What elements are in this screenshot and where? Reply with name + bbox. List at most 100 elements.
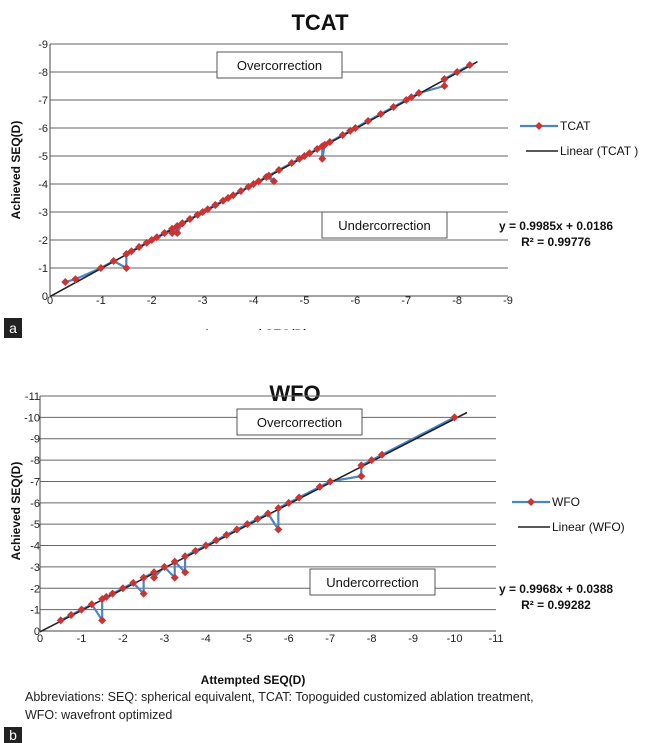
data-point: [450, 413, 459, 422]
data-point: [338, 131, 347, 139]
x-tick-label: -6: [284, 633, 294, 645]
data-point: [440, 82, 449, 90]
x-tick-label: -9: [408, 633, 418, 645]
data-point: [203, 205, 212, 214]
undercorrection-label: Undercorrection: [326, 575, 419, 590]
y-tick-label: -9: [30, 434, 40, 446]
data-point: [453, 68, 462, 76]
data-point: [318, 154, 327, 163]
data-point: [150, 568, 158, 577]
data-point: [274, 504, 283, 513]
data-point: [67, 610, 76, 619]
data-point: [139, 573, 148, 582]
data-point: [465, 61, 474, 69]
x-tick-label: -10: [447, 633, 463, 645]
data-point: [122, 264, 131, 272]
undercorrection-label-box: [321, 211, 448, 239]
x-axis-label: Attempted SEQ(D): [203, 327, 308, 330]
undercorrection-label: Undercorrection: [338, 218, 431, 233]
x-tick-label: -2: [147, 295, 157, 307]
y-tick-label: -7: [30, 476, 40, 488]
data-point: [325, 138, 334, 146]
data-point: [181, 568, 190, 577]
data-point: [389, 103, 398, 111]
data-point: [264, 171, 273, 180]
data-point: [160, 229, 169, 237]
y-tick-label: -2: [30, 583, 40, 595]
data-point: [274, 525, 283, 534]
y-tick-label: -1: [38, 263, 48, 275]
x-tick-label: -1: [77, 633, 87, 645]
regression-equation: y = 0.9985x + 0.0186: [499, 219, 613, 233]
data-point: [181, 552, 190, 561]
data-point: [357, 472, 366, 481]
y-tick-label: -8: [38, 67, 48, 79]
data-point: [77, 605, 86, 614]
undercorrection-label-box: [309, 568, 436, 596]
y-tick-label: -2: [38, 235, 48, 247]
data-point: [269, 177, 278, 186]
x-tick-label: -3: [198, 295, 208, 307]
figure-caption: Abbreviations: SEQ: spherical equivalent…: [25, 688, 650, 724]
data-point: [201, 541, 210, 550]
data-point: [108, 589, 117, 598]
data-point: [264, 509, 272, 518]
x-tick-label: -4: [249, 295, 259, 307]
y-tick-label: 0: [34, 626, 40, 638]
x-tick-label: -11: [488, 633, 503, 645]
data-point: [127, 247, 136, 256]
data-point: [61, 278, 70, 286]
legend-marker: [527, 498, 535, 506]
overcorrection-label: Overcorrection: [237, 58, 322, 73]
overcorrection-label-box: [216, 51, 343, 79]
x-tick-label: 0: [47, 295, 53, 307]
overcorrection-label-box: [236, 408, 363, 436]
data-point: [150, 573, 158, 582]
data-point: [96, 264, 105, 272]
data-point: [305, 149, 314, 158]
y-tick-label: -3: [30, 562, 40, 574]
data-point: [243, 520, 252, 529]
panel-label-a: a: [4, 318, 22, 338]
data-point: [222, 530, 231, 539]
data-point: [253, 514, 262, 523]
y-tick-label: -6: [38, 123, 48, 135]
data-point: [407, 93, 416, 102]
y-axis-label: Achieved SEQ(D): [9, 462, 23, 561]
data-point: [152, 233, 161, 242]
data-point: [170, 573, 179, 582]
data-point: [191, 546, 200, 555]
data-point: [173, 229, 182, 237]
chart-title: TCAT: [291, 10, 349, 35]
y-tick-label: -11: [25, 391, 40, 403]
y-tick-label: -5: [30, 519, 40, 531]
r-squared: R² = 0.99776: [521, 235, 591, 249]
panel-label-b: b: [4, 727, 22, 743]
data-point: [367, 456, 376, 465]
data-point: [102, 592, 111, 601]
x-tick-label: -4: [201, 633, 211, 645]
data-point: [98, 594, 107, 603]
y-tick-label: -1: [30, 605, 40, 617]
data-point: [135, 243, 144, 251]
x-tick-label: -7: [401, 295, 411, 307]
data-point: [440, 75, 449, 83]
data-point: [160, 562, 169, 571]
chart-title: WFO: [269, 381, 320, 406]
data-point: [254, 177, 263, 186]
y-tick-label: -7: [38, 95, 48, 107]
regression-equation: y = 0.9968x + 0.0388: [499, 582, 613, 596]
x-tick-label: -7: [325, 633, 335, 645]
data-point: [56, 616, 65, 625]
data-point: [357, 461, 366, 470]
y-tick-label: -4: [38, 179, 48, 191]
data-point: [212, 536, 221, 545]
x-tick-label: -5: [300, 295, 310, 307]
y-tick-label: -6: [30, 498, 40, 510]
y-axis-label: Achieved SEQ(D): [9, 121, 23, 220]
chart-tcat: TCAT 0 -1 -2 -3 -4 -5 -6 -7 -8 -9 0 -1 -2 -3 -4 -5 -6 -7 -8…: [0, 0, 652, 341]
x-tick-label: -2: [118, 633, 128, 645]
chart-wfo: WFO 0 -1 -2 -3 -4 -5 -6 -7 -8 -9 -10 -11 0 -1 -2 -3 -4 -5 -…: [0, 371, 652, 696]
data-point: [168, 229, 177, 237]
x-tick-label: -3: [159, 633, 169, 645]
